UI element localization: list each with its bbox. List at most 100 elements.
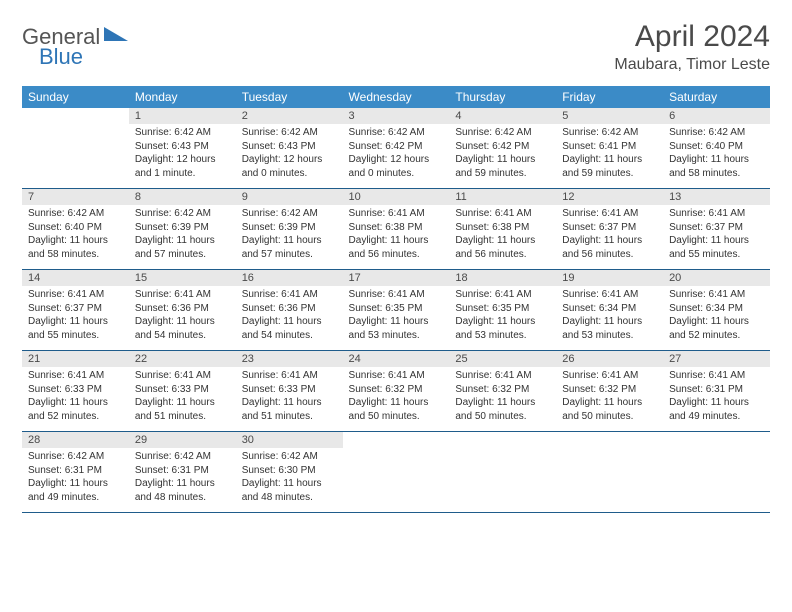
- day-sunrise: Sunrise: 6:42 AM: [669, 126, 764, 140]
- day-daylight: Daylight: 12 hours and 0 minutes.: [242, 153, 337, 180]
- day-sunset: Sunset: 6:40 PM: [28, 221, 123, 235]
- calendar-day-cell: [22, 108, 129, 189]
- day-number: 21: [22, 351, 129, 367]
- day-daylight: Daylight: 11 hours and 55 minutes.: [28, 315, 123, 342]
- calendar-day-cell: 10Sunrise: 6:41 AMSunset: 6:38 PMDayligh…: [343, 189, 450, 270]
- day-sunset: Sunset: 6:30 PM: [242, 464, 337, 478]
- day-number: 7: [22, 189, 129, 205]
- day-number: 4: [449, 108, 556, 124]
- day-sunset: Sunset: 6:37 PM: [562, 221, 657, 235]
- day-number: 30: [236, 432, 343, 448]
- day-number: 5: [556, 108, 663, 124]
- day-sunrise: Sunrise: 6:41 AM: [562, 207, 657, 221]
- day-daylight: Daylight: 11 hours and 57 minutes.: [135, 234, 230, 261]
- day-daylight: Daylight: 11 hours and 59 minutes.: [562, 153, 657, 180]
- day-header: Monday: [129, 86, 236, 108]
- day-sunrise: Sunrise: 6:42 AM: [562, 126, 657, 140]
- day-sunset: Sunset: 6:34 PM: [669, 302, 764, 316]
- calendar-day-cell: [556, 432, 663, 513]
- calendar-day-cell: 25Sunrise: 6:41 AMSunset: 6:32 PMDayligh…: [449, 351, 556, 432]
- day-sunset: Sunset: 6:35 PM: [455, 302, 550, 316]
- day-number: 29: [129, 432, 236, 448]
- day-body: Sunrise: 6:41 AMSunset: 6:32 PMDaylight:…: [449, 367, 556, 431]
- day-sunrise: Sunrise: 6:42 AM: [242, 450, 337, 464]
- calendar-week-row: 28Sunrise: 6:42 AMSunset: 6:31 PMDayligh…: [22, 432, 770, 513]
- calendar-day-cell: 13Sunrise: 6:41 AMSunset: 6:37 PMDayligh…: [663, 189, 770, 270]
- day-daylight: Daylight: 11 hours and 56 minutes.: [562, 234, 657, 261]
- day-daylight: Daylight: 11 hours and 50 minutes.: [349, 396, 444, 423]
- day-sunset: Sunset: 6:38 PM: [349, 221, 444, 235]
- title-block: April 2024 Maubara, Timor Leste: [614, 20, 770, 74]
- day-daylight: Daylight: 11 hours and 55 minutes.: [669, 234, 764, 261]
- day-daylight: Daylight: 12 hours and 0 minutes.: [349, 153, 444, 180]
- day-body: Sunrise: 6:41 AMSunset: 6:38 PMDaylight:…: [449, 205, 556, 269]
- day-sunrise: Sunrise: 6:41 AM: [669, 207, 764, 221]
- day-sunrise: Sunrise: 6:41 AM: [562, 369, 657, 383]
- calendar-day-cell: 27Sunrise: 6:41 AMSunset: 6:31 PMDayligh…: [663, 351, 770, 432]
- calendar-day-cell: 9Sunrise: 6:42 AMSunset: 6:39 PMDaylight…: [236, 189, 343, 270]
- day-sunset: Sunset: 6:32 PM: [562, 383, 657, 397]
- day-body: Sunrise: 6:41 AMSunset: 6:37 PMDaylight:…: [556, 205, 663, 269]
- day-body: Sunrise: 6:41 AMSunset: 6:32 PMDaylight:…: [343, 367, 450, 431]
- day-sunrise: Sunrise: 6:42 AM: [242, 126, 337, 140]
- day-body: Sunrise: 6:41 AMSunset: 6:34 PMDaylight:…: [556, 286, 663, 350]
- day-daylight: Daylight: 11 hours and 50 minutes.: [455, 396, 550, 423]
- day-sunset: Sunset: 6:34 PM: [562, 302, 657, 316]
- day-body: Sunrise: 6:42 AMSunset: 6:42 PMDaylight:…: [343, 124, 450, 188]
- calendar-day-cell: 7Sunrise: 6:42 AMSunset: 6:40 PMDaylight…: [22, 189, 129, 270]
- day-daylight: Daylight: 11 hours and 49 minutes.: [669, 396, 764, 423]
- day-daylight: Daylight: 11 hours and 58 minutes.: [28, 234, 123, 261]
- day-sunrise: Sunrise: 6:42 AM: [349, 126, 444, 140]
- day-body: Sunrise: 6:42 AMSunset: 6:42 PMDaylight:…: [449, 124, 556, 188]
- calendar-day-cell: 8Sunrise: 6:42 AMSunset: 6:39 PMDaylight…: [129, 189, 236, 270]
- calendar-day-cell: 22Sunrise: 6:41 AMSunset: 6:33 PMDayligh…: [129, 351, 236, 432]
- calendar-week-row: 7Sunrise: 6:42 AMSunset: 6:40 PMDaylight…: [22, 189, 770, 270]
- day-number: 22: [129, 351, 236, 367]
- calendar-day-cell: 23Sunrise: 6:41 AMSunset: 6:33 PMDayligh…: [236, 351, 343, 432]
- day-number: 16: [236, 270, 343, 286]
- day-body: Sunrise: 6:41 AMSunset: 6:36 PMDaylight:…: [236, 286, 343, 350]
- day-sunset: Sunset: 6:33 PM: [28, 383, 123, 397]
- calendar-day-cell: 28Sunrise: 6:42 AMSunset: 6:31 PMDayligh…: [22, 432, 129, 513]
- day-body: Sunrise: 6:41 AMSunset: 6:33 PMDaylight:…: [129, 367, 236, 431]
- calendar-day-cell: 6Sunrise: 6:42 AMSunset: 6:40 PMDaylight…: [663, 108, 770, 189]
- header: General April 2024 Maubara, Timor Leste: [22, 20, 770, 74]
- day-daylight: Daylight: 11 hours and 52 minutes.: [669, 315, 764, 342]
- day-sunset: Sunset: 6:31 PM: [28, 464, 123, 478]
- day-body: Sunrise: 6:41 AMSunset: 6:33 PMDaylight:…: [22, 367, 129, 431]
- calendar-week-row: 21Sunrise: 6:41 AMSunset: 6:33 PMDayligh…: [22, 351, 770, 432]
- day-sunrise: Sunrise: 6:41 AM: [242, 288, 337, 302]
- day-daylight: Daylight: 11 hours and 53 minutes.: [349, 315, 444, 342]
- calendar-day-cell: 24Sunrise: 6:41 AMSunset: 6:32 PMDayligh…: [343, 351, 450, 432]
- logo-triangle-icon: [104, 23, 128, 46]
- day-sunrise: Sunrise: 6:41 AM: [455, 369, 550, 383]
- day-header: Tuesday: [236, 86, 343, 108]
- day-sunrise: Sunrise: 6:42 AM: [28, 450, 123, 464]
- day-body: Sunrise: 6:42 AMSunset: 6:31 PMDaylight:…: [22, 448, 129, 512]
- day-body: Sunrise: 6:42 AMSunset: 6:43 PMDaylight:…: [236, 124, 343, 188]
- calendar-day-cell: 21Sunrise: 6:41 AMSunset: 6:33 PMDayligh…: [22, 351, 129, 432]
- day-header: Saturday: [663, 86, 770, 108]
- calendar-day-cell: 18Sunrise: 6:41 AMSunset: 6:35 PMDayligh…: [449, 270, 556, 351]
- day-daylight: Daylight: 12 hours and 1 minute.: [135, 153, 230, 180]
- day-header: Friday: [556, 86, 663, 108]
- calendar-day-cell: [449, 432, 556, 513]
- day-number: 2: [236, 108, 343, 124]
- day-daylight: Daylight: 11 hours and 52 minutes.: [28, 396, 123, 423]
- day-number: 28: [22, 432, 129, 448]
- day-number: 18: [449, 270, 556, 286]
- day-body: Sunrise: 6:42 AMSunset: 6:39 PMDaylight:…: [129, 205, 236, 269]
- day-body: Sunrise: 6:41 AMSunset: 6:36 PMDaylight:…: [129, 286, 236, 350]
- day-number: 17: [343, 270, 450, 286]
- day-sunset: Sunset: 6:33 PM: [242, 383, 337, 397]
- day-number: 12: [556, 189, 663, 205]
- day-body: Sunrise: 6:41 AMSunset: 6:37 PMDaylight:…: [22, 286, 129, 350]
- day-body: Sunrise: 6:41 AMSunset: 6:32 PMDaylight:…: [556, 367, 663, 431]
- day-sunset: Sunset: 6:43 PM: [242, 140, 337, 154]
- day-number: 8: [129, 189, 236, 205]
- day-body: Sunrise: 6:42 AMSunset: 6:41 PMDaylight:…: [556, 124, 663, 188]
- day-sunrise: Sunrise: 6:41 AM: [28, 369, 123, 383]
- day-sunrise: Sunrise: 6:41 AM: [28, 288, 123, 302]
- calendar-day-cell: 12Sunrise: 6:41 AMSunset: 6:37 PMDayligh…: [556, 189, 663, 270]
- day-sunrise: Sunrise: 6:42 AM: [242, 207, 337, 221]
